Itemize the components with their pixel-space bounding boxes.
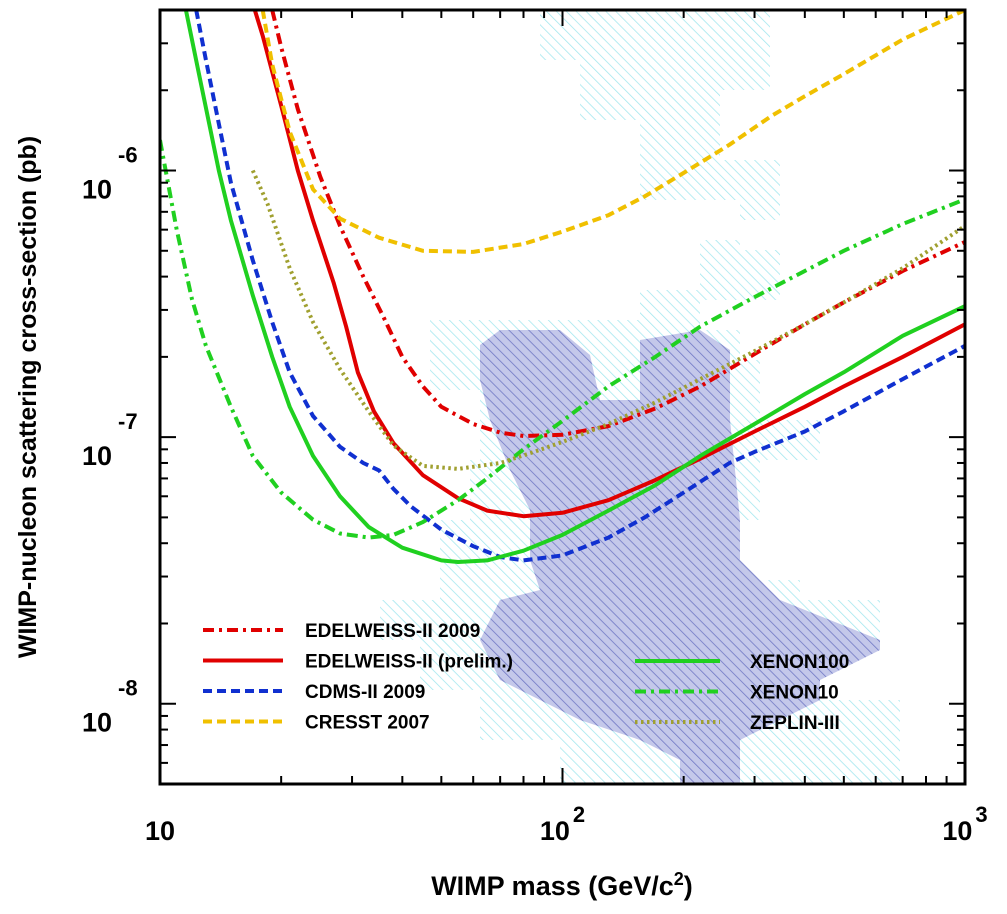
tick-marks (159, 9, 966, 785)
x-tick-label-exponent: 3 (975, 802, 987, 827)
theory-region-inner (480, 330, 880, 784)
x-tick-label-base: 10 (145, 816, 175, 846)
legend-entry-edelweiss-ii-2009: EDELWEISS-II 2009 (203, 621, 480, 642)
series-line-edelweiss-ii-2009 (270, 10, 965, 438)
x-axis-title-sup: 2 (674, 869, 684, 889)
series-line-xenon100 (183, 10, 965, 564)
x-tick-label: 103 (942, 802, 987, 846)
legend-entry-edelweiss-ii-prelim: EDELWEISS-II (prelim.) (203, 652, 513, 673)
y-tick-label-base: 10 (82, 708, 112, 738)
legend-entry-cresst-2007: CRESST 2007 (203, 713, 430, 734)
legend: EDELWEISS-II 2009 EDELWEISS-II (prelim.) C… (203, 621, 849, 734)
x-tick-label-exponent: 2 (573, 802, 585, 827)
legend-entry-xenon10: XENON10 (635, 683, 839, 704)
series-line-cresst-2007 (260, 10, 965, 254)
series-line-zeplin-iii (250, 169, 965, 471)
legend-label: EDELWEISS-II (prelim.) (305, 652, 513, 673)
legend-label: EDELWEISS-II 2009 (305, 621, 480, 642)
x-tick-label: 102 (540, 802, 585, 846)
series-line-xenon10 (160, 139, 965, 540)
y-tick-label-exponent: -7 (118, 409, 138, 434)
x-axis-title-tail: ) (684, 871, 693, 901)
legend-entry-cdms-ii-2009: CDMS-II 2009 (203, 682, 425, 703)
y-axis-title: WIMP-nucleon scattering cross-section (p… (14, 136, 42, 658)
legend-label: ZEPLIN-III (750, 713, 840, 734)
legend-label: XENON100 (750, 652, 849, 673)
legend-label: XENON10 (750, 683, 839, 704)
legend-label: CDMS-II 2009 (305, 682, 425, 703)
legend-entry-xenon100: XENON100 (635, 652, 849, 673)
series-layer (160, 10, 965, 564)
legend-entry-zeplin-iii: ZEPLIN-III (635, 713, 840, 734)
x-axis-title-main: WIMP mass (GeV/c (431, 871, 674, 901)
x-axis-title: WIMP mass (GeV/c2) (431, 869, 693, 901)
x-tick-label-base: 10 (540, 816, 570, 846)
x-tick-label: 10 (145, 816, 175, 846)
legend-label: CRESST 2007 (305, 713, 430, 734)
y-tick-label-exponent: -8 (118, 676, 138, 701)
x-tick-label-base: 10 (942, 816, 972, 846)
y-tick-label-base: 10 (82, 175, 112, 205)
y-tick-label-exponent: -6 (118, 143, 138, 168)
y-tick-label-base: 10 (82, 441, 112, 471)
